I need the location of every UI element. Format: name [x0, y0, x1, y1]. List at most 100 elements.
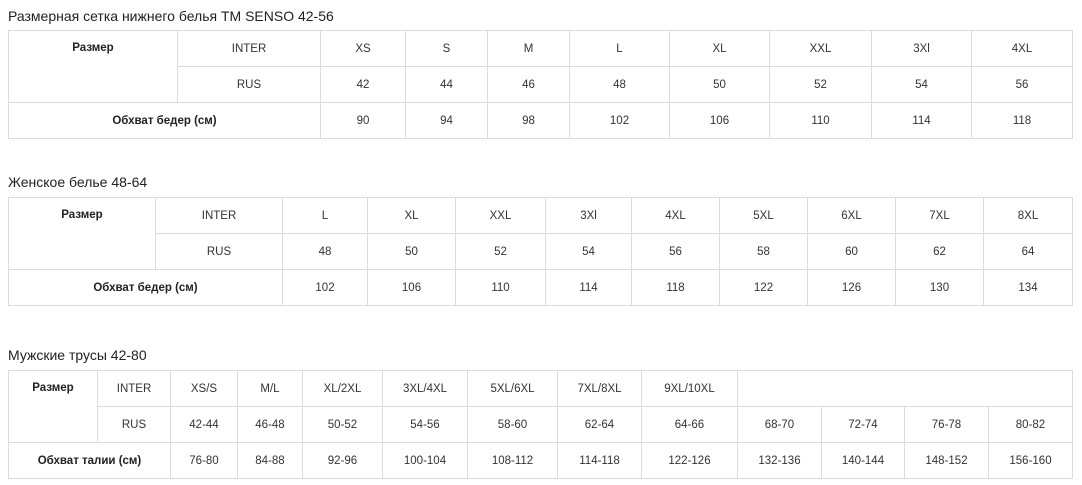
- table-cell: 58: [719, 233, 808, 270]
- table-title: Размерная сетка нижнего белья ТМ SENSO 4…: [8, 8, 334, 24]
- table-cell: INTER: [177, 30, 321, 67]
- table-cell: 52: [769, 66, 872, 103]
- table-cell: XL/2XL: [302, 370, 383, 407]
- table-cell: Размер: [8, 370, 98, 443]
- size-table: Размер INTER XS S M L XL XXL 3Xl 4XL RUS 42 44 46 48 50…: [8, 30, 1073, 139]
- table-cell: 54: [545, 233, 632, 270]
- table-cell: 102: [282, 269, 368, 306]
- table-cell: 44: [405, 66, 488, 103]
- table-cell: 68-70: [737, 406, 822, 443]
- table-cell: 54-56: [382, 406, 468, 443]
- table-cell: 54: [871, 66, 972, 103]
- table-cell: 76-80: [170, 442, 238, 479]
- table-cell: M/L: [237, 370, 303, 407]
- table-cell: 42-44: [170, 406, 238, 443]
- table-cell: 60: [807, 233, 896, 270]
- table-cell: XL: [367, 197, 456, 234]
- table-cell: 52: [455, 233, 546, 270]
- table-cell: INTER: [97, 370, 171, 407]
- table-cell: 3XL/4XL: [382, 370, 468, 407]
- table-cell: 48: [282, 233, 368, 270]
- table-cell: L: [282, 197, 368, 234]
- table-cell: L: [569, 30, 670, 67]
- table-cell: Размер: [8, 197, 156, 270]
- table-cell: 90: [320, 102, 406, 139]
- table-row: Размер INTER L XL XXL 3Xl 4XL 5XL 6XL 7XL 8XL: [8, 197, 1073, 270]
- table-cell: 100-104: [382, 442, 468, 479]
- table-cell: 56: [971, 66, 1073, 103]
- table-cell: 110: [455, 269, 546, 306]
- table-cell: 118: [631, 269, 720, 306]
- table-cell: 98: [487, 102, 570, 139]
- table-cell: XL: [669, 30, 770, 67]
- table-cell: 80-82: [988, 406, 1073, 443]
- table-row: Обхват бедер (см) 102 106 110 114 118 122 126 13…: [8, 269, 1073, 306]
- table-cell: 134: [983, 269, 1073, 306]
- table-title: Мужские трусы 42-80: [8, 347, 147, 363]
- table-row: RUS 42-44 46-48 50-52 54-56 58-60 62-64 64-66 68…: [9, 406, 1073, 443]
- table-cell: 50: [669, 66, 770, 103]
- size-table: Размер INTER XS/S M/L XL/2XL 3XL/4XL 5XL/6XL 7X…: [8, 370, 1073, 479]
- table-cell: 56: [631, 233, 720, 270]
- table-cell: 102: [569, 102, 670, 139]
- table-cell: 114: [871, 102, 972, 139]
- table-cell: 46-48: [237, 406, 303, 443]
- table-cell: 140-144: [821, 442, 905, 479]
- table-cell: 118: [971, 102, 1073, 139]
- table-cell: S: [405, 30, 488, 67]
- table-cell: 132-136: [737, 442, 822, 479]
- table-cell: 6XL: [807, 197, 896, 234]
- table-cell: 130: [895, 269, 984, 306]
- table-cell: [737, 370, 1073, 407]
- table-cell: RUS: [155, 233, 283, 270]
- table-cell: 106: [367, 269, 456, 306]
- table-cell: INTER: [155, 197, 283, 234]
- table-cell: 58-60: [467, 406, 558, 443]
- table-row: RUS 42 44 46 48 50 52 54 56: [9, 66, 1073, 103]
- table-cell: 4XL: [631, 197, 720, 234]
- table-cell: 8XL: [983, 197, 1073, 234]
- table-cell: RUS: [177, 66, 321, 103]
- table-cell: 94: [405, 102, 488, 139]
- table-row: Обхват бедер (см) 90 94 98 102 106 110 114 118: [8, 102, 1073, 139]
- table-cell: 114-118: [557, 442, 642, 479]
- table-cell: 4XL: [971, 30, 1073, 67]
- table-row: RUS 48 50 52 54 56 58 60 62 64: [9, 233, 1073, 270]
- table-cell: RUS: [97, 406, 171, 443]
- table-row: Размер INTER XS/S M/L XL/2XL 3XL/4XL 5XL/6XL 7X…: [8, 370, 1073, 443]
- table-cell: 156-160: [988, 442, 1073, 479]
- table-cell: 42: [320, 66, 406, 103]
- table-row: Размер INTER XS S M L XL XXL 3Xl 4XL: [8, 30, 1073, 103]
- table-cell: 122: [719, 269, 808, 306]
- table-cell: 92-96: [302, 442, 383, 479]
- table-cell: 48: [569, 66, 670, 103]
- table-cell: 114: [545, 269, 632, 306]
- table-cell: 3Xl: [871, 30, 972, 67]
- table-cell: 148-152: [904, 442, 989, 479]
- table-cell: 110: [769, 102, 872, 139]
- size-table: Размер INTER L XL XXL 3Xl 4XL 5XL 6XL 7XL 8XL RUS 48…: [8, 197, 1073, 306]
- table-cell: 122-126: [641, 442, 738, 479]
- table-cell: 76-78: [904, 406, 989, 443]
- table-cell: 64-66: [641, 406, 738, 443]
- table-cell: 7XL/8XL: [557, 370, 642, 407]
- table-cell: XXL: [455, 197, 546, 234]
- table-cell: 108-112: [467, 442, 558, 479]
- table-cell: XS: [320, 30, 406, 67]
- table-cell: 50: [367, 233, 456, 270]
- table-cell: Обхват талии (см): [8, 442, 171, 479]
- table-title: Женское белье 48-64: [8, 174, 148, 190]
- table-cell: 106: [669, 102, 770, 139]
- table-cell: 46: [487, 66, 570, 103]
- table-cell: 7XL: [895, 197, 984, 234]
- table-row: Обхват талии (см) 76-80 84-88 92-96 100-104 1…: [8, 442, 1073, 479]
- table-cell: 84-88: [237, 442, 303, 479]
- table-cell: 126: [807, 269, 896, 306]
- table-cell: 62: [895, 233, 984, 270]
- table-cell: 72-74: [821, 406, 905, 443]
- table-cell: 9XL/10XL: [641, 370, 738, 407]
- table-cell: Обхват бедер (см): [8, 269, 283, 306]
- table-cell: Обхват бедер (см): [8, 102, 321, 139]
- table-cell: 5XL: [719, 197, 808, 234]
- table-cell: XS/S: [170, 370, 238, 407]
